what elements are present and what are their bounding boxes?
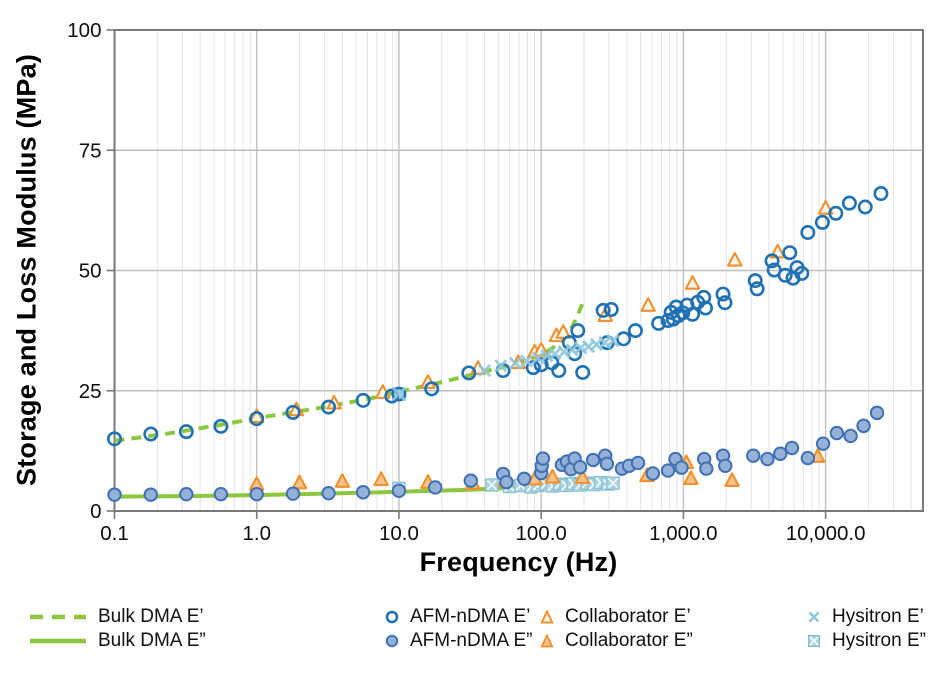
svg-text:75: 75 [79, 139, 102, 162]
x-mark-icon [808, 611, 820, 623]
legend-item-bulk-dma-e1: Bulk DMA E’ [28, 606, 204, 627]
open-circle-icon [385, 610, 399, 624]
svg-text:25: 25 [79, 380, 102, 403]
svg-text:1,000.0: 1,000.0 [649, 522, 717, 545]
legend-item-hysitron-e1: Hysitron E’ [806, 606, 924, 627]
filled-circle-icon [385, 634, 399, 648]
square-x-icon [808, 635, 820, 647]
svg-text:0.1: 0.1 [100, 522, 129, 545]
legend-label: Bulk DMA E” [98, 630, 206, 651]
legend-label: AFM-nDMA E” [410, 630, 533, 651]
legend-label: Bulk DMA E’ [98, 606, 204, 627]
x-axis-title: Frequency (Hz) [419, 547, 618, 577]
plot-area: 0.1 1.0 10.0 100.0 1,000.0 10,000.0 0 25 50 75 100 [67, 19, 924, 545]
svg-text:100: 100 [67, 19, 101, 42]
legend-label: Hysitron E” [832, 630, 926, 651]
svg-text:1.0: 1.0 [242, 522, 271, 545]
solid-line-icon [30, 638, 86, 644]
legend-item-collaborator-e2: Collaborator E” [539, 630, 693, 651]
svg-text:10,000.0: 10,000.0 [786, 522, 866, 545]
legend-label: AFM-nDMA E’ [410, 606, 531, 627]
dashed-line-icon [30, 614, 86, 620]
svg-text:100.0: 100.0 [516, 522, 567, 545]
svg-text:0: 0 [90, 500, 101, 523]
legend-label: Hysitron E’ [832, 606, 924, 627]
legend-item-bulk-dma-e2: Bulk DMA E” [28, 630, 206, 651]
legend-item-afm-ndma-e1: AFM-nDMA E’ [384, 606, 531, 627]
legend-label: Collaborator E” [565, 630, 693, 651]
legend-item-afm-ndma-e2: AFM-nDMA E” [384, 630, 533, 651]
svg-text:50: 50 [79, 260, 102, 283]
legend-label: Collaborator E’ [565, 606, 691, 627]
open-triangle-icon [540, 609, 554, 624]
svg-text:10.0: 10.0 [379, 522, 419, 545]
legend-item-hysitron-e2: Hysitron E” [806, 630, 926, 651]
legend-item-collaborator-e1: Collaborator E’ [539, 606, 691, 627]
y-axis-title: Storage and Loss Modulus (MPa) [11, 53, 42, 487]
filled-triangle-icon [540, 633, 554, 648]
